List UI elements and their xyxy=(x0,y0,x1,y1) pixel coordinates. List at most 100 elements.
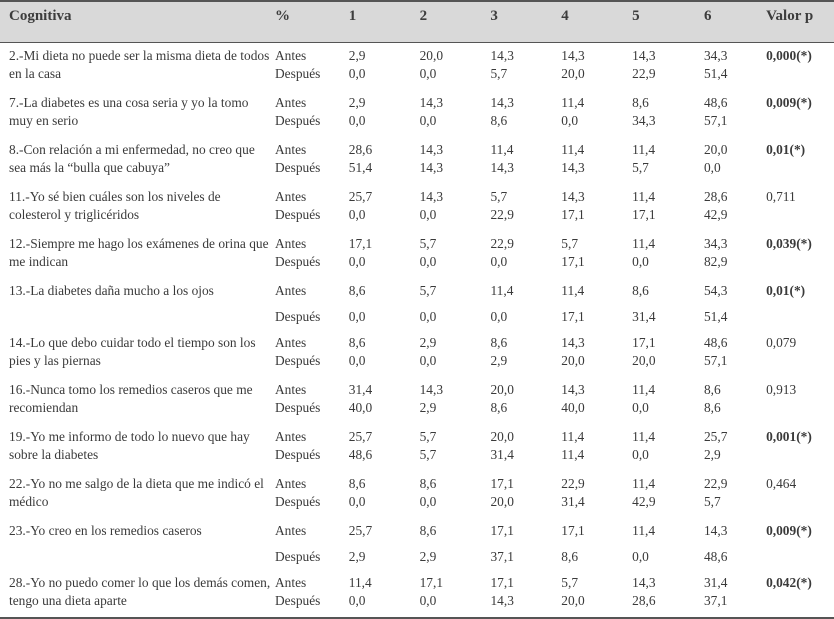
period-label: Antes Después xyxy=(275,428,349,471)
item-text: 7.-La diabetes es una cosa seria y yo la… xyxy=(9,95,249,128)
col-1-value: 8,6 xyxy=(348,283,366,298)
header-2: 2 xyxy=(419,8,428,24)
col-5-value: 17,1 xyxy=(632,206,656,222)
col-2-value: 0,0 xyxy=(419,112,437,128)
col-3-value: 11,4 xyxy=(490,142,514,157)
item-text: 22.-Yo no me salgo de la dieta que me in… xyxy=(9,476,264,509)
col-5-value: 11,4 xyxy=(632,236,656,251)
period-label: Antes Después xyxy=(275,235,349,278)
col-4-value: 20,0 xyxy=(561,592,585,608)
col-6: 31,4 37,1 xyxy=(704,574,766,617)
p-value: 0,001(*) xyxy=(766,428,834,471)
col-2: 5,7 5,7 xyxy=(420,428,491,471)
col-3: 22,9 0,0 xyxy=(490,235,561,278)
col-2: 14,3 2,9 xyxy=(420,381,491,424)
p-value-value: 0,464 xyxy=(766,476,797,491)
col-4: 11,4 11,4 xyxy=(561,428,632,471)
period-label: Antes Después xyxy=(275,141,349,184)
col-4: 17,1 8,6 xyxy=(561,522,632,570)
col-4-value: 17,1 xyxy=(561,206,585,222)
col-3: 14,3 5,7 xyxy=(490,47,561,90)
table-row: 23.-Yo creo en los remedios caseros Antes… xyxy=(0,518,834,570)
col-6-value: 5,7 xyxy=(703,493,721,509)
col-4: 11,4 14,3 xyxy=(561,141,632,184)
col-1-value: 0,0 xyxy=(348,206,366,222)
col-2-value: 5,7 xyxy=(419,236,437,251)
col-2: 20,0 0,0 xyxy=(420,47,491,90)
col-5-value: 20,0 xyxy=(632,352,656,368)
col-2: 8,6 2,9 xyxy=(420,522,491,570)
col-2-value: 8,6 xyxy=(419,523,437,538)
period-label-value: Antes xyxy=(275,48,307,63)
col-4: 22,9 31,4 xyxy=(561,475,632,518)
col-6-value: 34,3 xyxy=(703,236,728,251)
col-1-value: 8,6 xyxy=(348,476,366,491)
col-3-value: 2,9 xyxy=(490,352,508,368)
col-1: 28,6 51,4 xyxy=(349,141,420,184)
col-4-value: 14,3 xyxy=(561,189,585,204)
col-5: 8,6 34,3 xyxy=(632,94,704,137)
col-2: 14,3 0,0 xyxy=(420,188,491,231)
item-text: 8.-Con relación a mi enfermedad, no creo… xyxy=(9,142,255,175)
col-6: 48,6 57,1 xyxy=(704,334,766,377)
period-label-value: Antes xyxy=(275,335,307,350)
col-3-value: 14,3 xyxy=(490,48,514,63)
col-6-value: 37,1 xyxy=(703,592,728,608)
col-1-value: 11,4 xyxy=(348,575,372,590)
col-1-value: 0,0 xyxy=(348,308,366,324)
col-6-value: 82,9 xyxy=(703,253,728,269)
col-3-value: 20,0 xyxy=(490,382,514,397)
col-4-value: 31,4 xyxy=(561,493,585,509)
col-3-value: 17,1 xyxy=(490,575,514,590)
item-text: 16.-Nunca tomo los remedios caseros que … xyxy=(9,382,253,415)
col-5-value: 14,3 xyxy=(632,575,656,590)
col-3-value: 5,7 xyxy=(490,189,508,204)
col-1-value: 0,0 xyxy=(348,253,366,269)
col-4-value: 8,6 xyxy=(561,548,579,564)
col-5-value: 0,0 xyxy=(632,253,649,269)
col-6-value: 22,9 xyxy=(703,476,728,491)
col-5-value: 0,0 xyxy=(632,548,649,564)
table-row: 7.-La diabetes es una cosa seria y yo la… xyxy=(0,90,834,137)
col-1-value: 25,7 xyxy=(348,429,373,444)
col-2-value: 14,3 xyxy=(419,159,444,175)
col-5-value: 11,4 xyxy=(632,382,656,397)
col-5-value: 42,9 xyxy=(632,493,656,509)
period-label-value: Antes xyxy=(275,575,307,590)
col-3: 8,6 2,9 xyxy=(490,334,561,377)
col-4-value: 5,7 xyxy=(561,575,579,590)
col-5-value: 8,6 xyxy=(632,95,649,110)
col-2: 8,6 0,0 xyxy=(420,475,491,518)
col-1: 17,1 0,0 xyxy=(349,235,420,278)
col-3-value: 14,3 xyxy=(490,95,514,110)
header-valor-p: Valor p xyxy=(766,8,814,24)
col-4-value: 11,4 xyxy=(561,446,585,462)
p-value-value: 0,01(*) xyxy=(766,283,806,298)
col-6: 34,3 51,4 xyxy=(704,47,766,90)
col-5-value: 11,4 xyxy=(632,476,656,491)
table-row: 13.-La diabetes daña mucho a los ojos Ant… xyxy=(0,278,834,330)
col-3-value: 0,0 xyxy=(490,308,508,324)
period-label: Antes Después xyxy=(275,381,349,424)
col-4: 14,3 20,0 xyxy=(561,334,632,377)
table-row: 8.-Con relación a mi enfermedad, no creo… xyxy=(0,137,834,184)
col-1-value: 17,1 xyxy=(348,236,373,251)
p-value-value: 0,000(*) xyxy=(766,48,812,63)
col-2-value: 14,3 xyxy=(419,382,444,397)
period-label: Antes Después xyxy=(275,282,349,330)
col-1: 31,4 40,0 xyxy=(349,381,420,424)
header-percent: % xyxy=(274,8,290,24)
period-label-value: Después xyxy=(275,253,321,269)
period-label: Antes Después xyxy=(275,475,349,518)
p-value: 0,01(*) xyxy=(766,141,834,184)
col-6-value: 51,4 xyxy=(703,308,728,324)
col-2-value: 0,0 xyxy=(419,253,437,269)
col-6-value: 8,6 xyxy=(703,382,721,397)
period-label-value: Después xyxy=(275,548,321,564)
col-1-value: 40,0 xyxy=(348,399,373,415)
period-label-value: Antes xyxy=(275,382,307,397)
header-3: 3 xyxy=(490,8,498,24)
col-6-value: 48,6 xyxy=(703,335,728,350)
table-row: 22.-Yo no me salgo de la dieta que me in… xyxy=(0,471,834,518)
